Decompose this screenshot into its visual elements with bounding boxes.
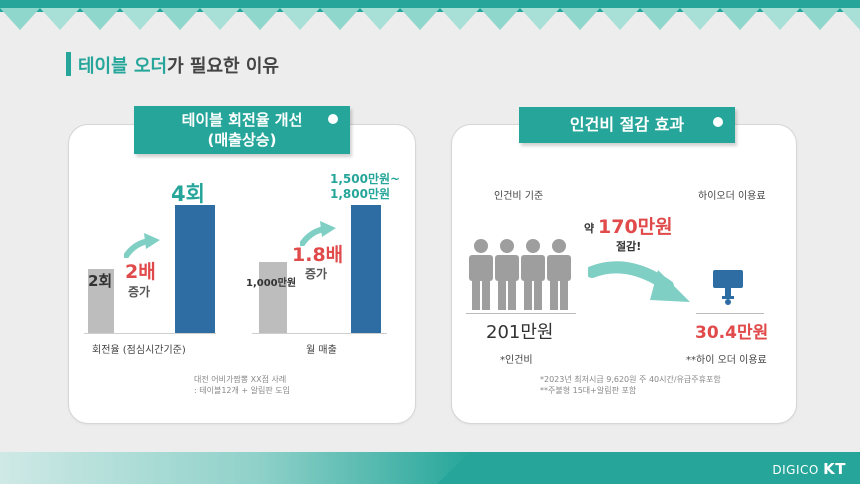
chart2-xlabel: 월 매출 xyxy=(306,345,337,356)
saving-prefix: 약 xyxy=(584,222,595,235)
chart1-multiplier: 2배 xyxy=(125,261,156,283)
page-title: 테이블 오더가 필요한 이유 xyxy=(78,52,279,78)
title-accent-bar xyxy=(66,52,71,76)
labor-cost-banner: 인건비 절감 효과 xyxy=(519,107,735,143)
turnover-banner-subtitle: (매출상승) xyxy=(207,131,277,149)
saving-value: 170만원 xyxy=(598,216,673,238)
chart1-after-label: 4회 xyxy=(171,182,205,206)
chart1-before-label: 2회 xyxy=(88,272,113,290)
saving-suffix: 절감! xyxy=(616,240,642,253)
chart1-baseline xyxy=(84,333,216,334)
chart1-increase-label: 증가 xyxy=(128,285,151,299)
left-case-note: 대전 어비가짬뽕 XX점 사례 : 테이블12개 + 알림판 도입 xyxy=(194,374,290,396)
fee-note: **하이 오더 이용료 xyxy=(686,355,767,366)
labor-cost-note: *인건비 xyxy=(500,355,533,366)
top-zigzag-banner xyxy=(0,0,860,30)
brand-name: DIGICO xyxy=(772,463,819,477)
chart2-bar-before xyxy=(259,261,287,333)
chart2-increase-label: 증가 xyxy=(305,267,328,281)
bottom-strip-fade xyxy=(0,452,470,484)
labor-cost-value: 201만원 xyxy=(486,322,554,343)
right-footnote-2: **주불형 15대+알림판 포함 xyxy=(540,386,637,395)
chart2-after-label: 1,500만원~ 1,800만원 xyxy=(330,172,400,202)
banner-dot-icon xyxy=(713,117,723,127)
right-footnotes: *2023년 최저시급 9,620원 주 40시간/유급주휴포함 **주불형 1… xyxy=(540,374,721,396)
labor-cost-banner-title: 인건비 절감 효과 xyxy=(569,115,685,134)
brand-logo: DIGICO KT xyxy=(772,460,846,478)
bottom-strip: DIGICO KT xyxy=(0,452,860,484)
chart1-bar-before xyxy=(88,269,114,333)
chart2-bar-after xyxy=(351,205,381,333)
chart2-up-arrow-icon xyxy=(300,221,336,246)
fee-value: 30.4만원 xyxy=(695,323,769,343)
labor-baseline xyxy=(466,313,576,314)
turnover-banner-title: 테이블 회전율 개선 xyxy=(181,111,303,129)
chart2-multiplier: 1.8배 xyxy=(292,244,344,266)
chart1-bar-after xyxy=(175,205,215,333)
labor-basis-label: 인건비 기준 xyxy=(494,191,544,202)
fee-baseline xyxy=(696,313,764,314)
left-case-note-line2: : 테이블12개 + 알림판 도입 xyxy=(194,386,290,395)
chart2-after-line2: 1,800만원 xyxy=(330,187,391,201)
right-footnote-1: *2023년 최저시급 9,620원 주 40시간/유급주휴포함 xyxy=(540,375,721,384)
chart1-xlabel: 회전율 (점심시간기준) xyxy=(92,345,186,356)
fee-label: 하이오더 이용료 xyxy=(698,191,766,202)
left-case-note-line1: 대전 어비가짬뽕 XX점 사례 xyxy=(194,375,287,384)
chart2-after-line1: 1,500만원~ xyxy=(330,172,401,186)
chart1-up-arrow-icon xyxy=(124,233,160,258)
chart2-baseline xyxy=(252,333,387,334)
saving-curved-arrow-icon xyxy=(588,261,690,302)
banner-dot-icon xyxy=(328,114,338,124)
chart2-before-label: 1,000만원 xyxy=(246,278,297,289)
title-rest-text: 가 필요한 이유 xyxy=(167,56,279,77)
tablet-order-icon xyxy=(713,270,743,305)
turnover-banner: 테이블 회전율 개선 (매출상승) xyxy=(134,106,350,154)
staff-people-icon xyxy=(469,239,571,310)
brand-suffix: KT xyxy=(823,460,846,478)
title-accent-text: 테이블 오더 xyxy=(78,56,168,77)
